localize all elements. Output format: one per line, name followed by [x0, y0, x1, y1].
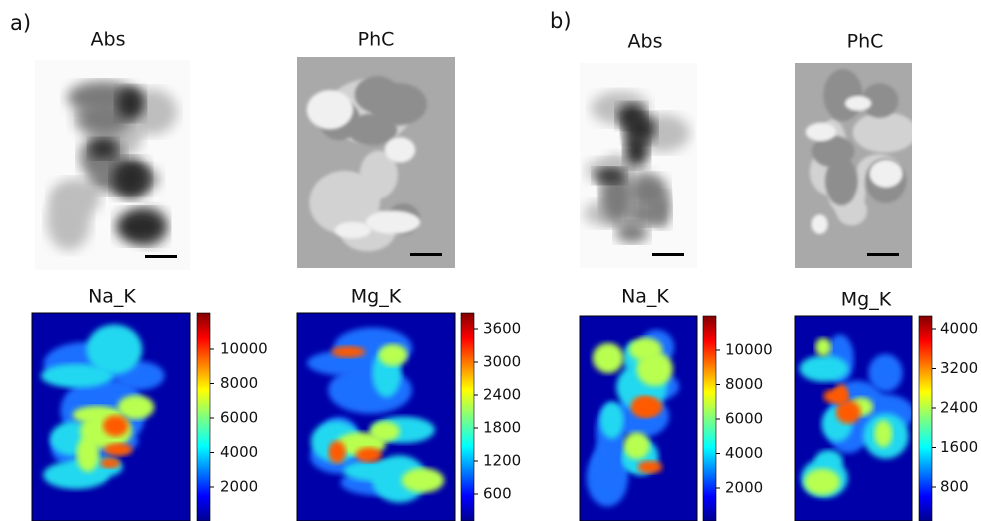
- colorbar-tick-label: 1600: [940, 438, 978, 456]
- blob: [76, 435, 99, 471]
- colorbar-tick-label: 6000: [220, 409, 258, 427]
- blob: [845, 96, 872, 111]
- blob: [600, 402, 624, 439]
- blob: [116, 209, 166, 245]
- panel-label: b): [550, 9, 572, 33]
- blob: [100, 458, 120, 468]
- colorbar-tick-label: 10000: [220, 340, 268, 358]
- micrograph: [297, 57, 455, 268]
- colorbar-tick-label: 2000: [220, 478, 258, 496]
- element-map: [32, 313, 190, 521]
- blob: [370, 421, 400, 441]
- map-title: Na_K: [621, 286, 669, 308]
- blob: [874, 420, 892, 447]
- micrograph: [580, 63, 697, 268]
- colorbar-tick-label: 3600: [483, 320, 521, 338]
- blob: [366, 211, 421, 234]
- colorbar-tick-label: 4000: [220, 443, 258, 461]
- blob: [623, 114, 655, 143]
- colorbar-tick-label: 4000: [725, 444, 763, 462]
- colorbar: [461, 313, 474, 521]
- colorbar-tick-label: 2000: [725, 479, 763, 497]
- blob: [823, 69, 862, 121]
- colorbar-tick-label: 2400: [940, 399, 978, 417]
- colorbar-tick-label: 800: [940, 478, 969, 496]
- blob: [623, 432, 649, 459]
- blob: [47, 190, 91, 250]
- scale-bar: [410, 253, 442, 256]
- blob: [307, 90, 353, 129]
- image-title: Abs: [91, 29, 126, 51]
- colorbar-tick-label: 1200: [483, 452, 521, 470]
- blob: [335, 222, 371, 239]
- element-map: [580, 316, 697, 521]
- blob: [328, 441, 345, 464]
- blob: [89, 139, 117, 159]
- blob: [869, 160, 902, 188]
- blob: [593, 343, 624, 373]
- colorbar-tick-label: 3000: [483, 353, 521, 371]
- colorbar-tick-label: 3200: [940, 359, 978, 377]
- image-title: Abs: [628, 31, 663, 53]
- blob: [316, 174, 380, 215]
- blob: [379, 344, 408, 366]
- blob: [628, 204, 664, 226]
- blob: [116, 87, 144, 120]
- image-title: PhC: [847, 31, 884, 53]
- blob: [836, 400, 861, 424]
- blob: [112, 158, 150, 198]
- map-title: Mg_K: [841, 289, 892, 311]
- blob: [117, 395, 154, 419]
- micrograph: [795, 63, 917, 268]
- colorbar-tick-label: 8000: [725, 375, 763, 393]
- blob: [811, 214, 827, 234]
- map-title: Na_K: [88, 286, 136, 308]
- element-map: [297, 313, 455, 521]
- blob: [825, 157, 858, 205]
- map-title: Mg_K: [351, 286, 402, 308]
- blob: [356, 447, 382, 462]
- scale-bar: [867, 253, 899, 256]
- blob: [631, 396, 658, 417]
- micrograph: [35, 60, 190, 270]
- colorbar-tick-label: 600: [483, 485, 512, 503]
- blob: [806, 123, 836, 142]
- scale-bar: [145, 255, 177, 258]
- figure: a) Abs PhC Na_K 10000 8000 6000 4000 2000 Mg_K 360…: [0, 0, 981, 521]
- colorbar: [919, 316, 932, 521]
- blob: [103, 415, 128, 436]
- colorbar: [703, 316, 716, 521]
- blob: [43, 461, 109, 489]
- colorbar-tick-label: 6000: [725, 410, 763, 428]
- blob: [402, 468, 445, 493]
- blob: [629, 338, 662, 361]
- blob: [331, 346, 365, 357]
- blob: [853, 112, 917, 153]
- blob: [804, 469, 840, 496]
- panel-label: a): [10, 11, 31, 35]
- blob: [800, 355, 849, 382]
- blob: [815, 338, 831, 357]
- element-map: [795, 316, 915, 521]
- colorbar: [197, 313, 210, 521]
- colorbar-tick-label: 10000: [725, 341, 773, 359]
- scale-bar: [652, 253, 684, 256]
- blob: [385, 137, 416, 162]
- image-title: PhC: [358, 29, 395, 51]
- blob: [86, 325, 142, 375]
- colorbar-tick-label: 2400: [483, 386, 521, 404]
- blob: [104, 443, 132, 456]
- colorbar-tick-label: 4000: [940, 320, 978, 338]
- blob: [594, 168, 625, 184]
- colorbar-tick-label: 1800: [483, 419, 521, 437]
- blob: [355, 76, 400, 113]
- colorbar-tick-label: 8000: [220, 374, 258, 392]
- blob: [637, 461, 662, 474]
